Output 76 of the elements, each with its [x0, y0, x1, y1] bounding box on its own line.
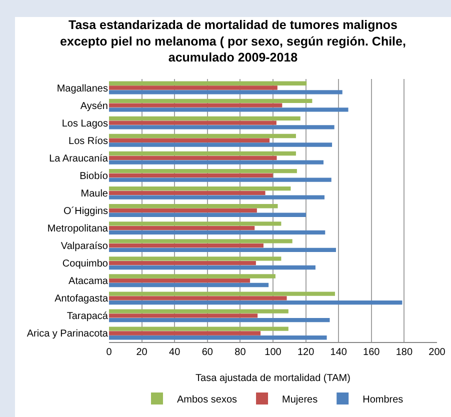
bar: [109, 222, 282, 226]
bar: [109, 336, 327, 340]
bar: [109, 300, 402, 305]
bar: [109, 190, 266, 196]
y-tick-label: Los Ríos: [68, 136, 108, 147]
legend-label: Hombres: [362, 394, 404, 406]
bar: [109, 168, 297, 174]
x-tick-label: 40: [169, 347, 181, 358]
y-tick-label: Metropolitana: [47, 224, 108, 235]
y-tick-label: Tarapacá: [66, 311, 108, 322]
y-tick-label: Aysén: [80, 100, 108, 112]
bar: [109, 256, 282, 261]
bar: [109, 239, 292, 244]
x-tick-label: 200: [428, 347, 446, 358]
bar: [109, 108, 348, 112]
bar: [109, 248, 336, 252]
bar: [109, 230, 326, 234]
bar: [109, 186, 291, 191]
bar: [109, 326, 288, 331]
bar: [109, 331, 261, 336]
bar: [109, 151, 296, 156]
bar: [109, 212, 306, 217]
bar: [109, 314, 258, 318]
bar: [109, 309, 288, 314]
bar: [109, 274, 276, 278]
bar: [109, 81, 307, 86]
y-tick-label: Coquimbo: [62, 258, 108, 270]
bar: [109, 296, 287, 300]
chart-title: Tasa estandarizada de mortalidad de tumores malignos excepto piel no melanoma ( por sexo, según región. Chile, acumulado 2009-2018: [60, 18, 406, 64]
bar: [109, 98, 312, 103]
x-tick-label: 160: [363, 347, 380, 358]
x-axis-title: Tasa ajustada de mortalidad (TAM): [196, 373, 350, 384]
bar: [109, 86, 278, 90]
x-tick-label: 80: [234, 347, 246, 358]
y-tick-label: O´Higgins: [64, 206, 108, 217]
y-tick-label: Los Lagos: [62, 118, 108, 130]
bar: [109, 243, 264, 248]
bar: [109, 208, 257, 213]
x-tick-label: 180: [396, 347, 413, 358]
y-tick-label: Magallanes: [56, 83, 108, 94]
y-tick-label: Antofagasta: [54, 294, 108, 305]
x-tick-label: 100: [264, 347, 282, 358]
y-tick-label: La Araucanía: [49, 153, 108, 164]
y-tick-label: Atacama: [68, 276, 108, 288]
bar: [109, 261, 256, 266]
x-tick-label: 120: [297, 347, 315, 358]
bar: [109, 142, 332, 147]
legend-label: Ambos sexos: [177, 394, 238, 406]
bar: [109, 204, 278, 208]
bar: [109, 282, 269, 288]
bar: [109, 318, 330, 322]
bar: [109, 125, 334, 130]
y-tick-label: Maule: [80, 188, 108, 200]
bar: [109, 160, 324, 164]
x-tick-label: 60: [202, 347, 214, 358]
bar: [109, 103, 282, 108]
bar: [109, 138, 270, 142]
bar: [109, 265, 316, 270]
x-tick-label: 140: [330, 347, 348, 358]
bar: [109, 116, 300, 121]
bar: [109, 226, 255, 230]
bar: [109, 156, 277, 160]
bar: [109, 134, 296, 138]
y-tick-label: Arica y Parinacota: [26, 328, 108, 340]
bar: [109, 278, 250, 283]
bar: [109, 120, 276, 125]
bar: [109, 173, 273, 178]
x-tick-label: 20: [136, 347, 148, 358]
y-tick-label: Biobío: [80, 170, 108, 182]
y-tick-label: Valparaíso: [60, 241, 108, 252]
legend-label: Mujeres: [282, 394, 318, 406]
bar: [109, 195, 324, 200]
x-tick-label: 0: [106, 347, 112, 358]
bar: [109, 178, 332, 182]
bar: [109, 90, 342, 94]
bar: [109, 292, 335, 296]
